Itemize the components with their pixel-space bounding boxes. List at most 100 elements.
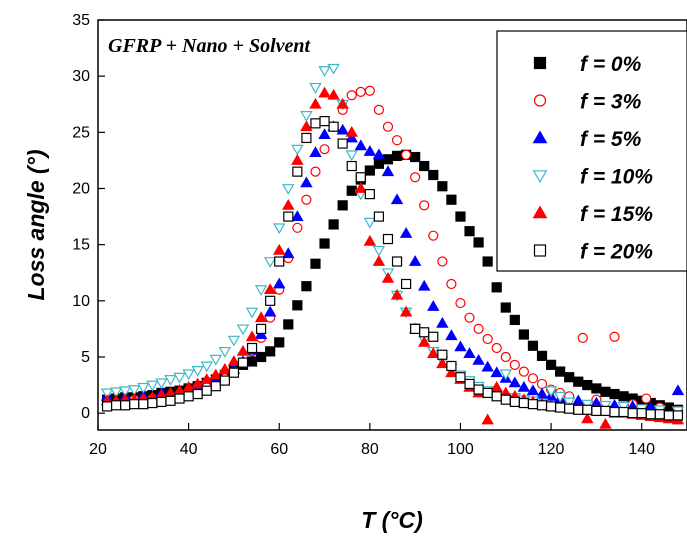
data-point: [218, 362, 232, 374]
data-point: [482, 256, 493, 267]
data-point: [536, 378, 548, 390]
data-point: [418, 279, 431, 291]
data-point: [273, 223, 286, 235]
data-point: [292, 222, 303, 233]
data-point: [309, 146, 322, 157]
y-tick-label: 10: [72, 293, 90, 310]
data-point: [354, 139, 367, 151]
data-point: [147, 397, 158, 409]
data-point: [518, 366, 529, 377]
legend-label: f = 15%: [580, 203, 653, 226]
data-point: [419, 327, 430, 338]
data-point: [663, 410, 674, 421]
data-point: [581, 412, 594, 424]
data-point: [464, 226, 475, 237]
data-point: [174, 393, 185, 404]
data-point: [372, 148, 386, 160]
y-tick-label: 5: [81, 349, 90, 366]
data-point: [165, 395, 176, 406]
data-point: [491, 282, 502, 293]
data-point: [654, 409, 665, 420]
data-point: [436, 316, 449, 328]
data-point: [481, 413, 494, 425]
data-point: [553, 391, 567, 403]
data-point: [399, 305, 413, 317]
data-point: [301, 281, 312, 292]
data-point: [263, 283, 277, 295]
y-tick-label: 20: [72, 180, 90, 197]
data-point: [391, 135, 403, 146]
data-point: [491, 391, 502, 402]
data-point: [600, 386, 611, 397]
data-point: [390, 193, 404, 205]
data-point: [591, 405, 602, 417]
data-point: [263, 257, 277, 268]
plot-frame: [97, 19, 687, 431]
data-point: [382, 121, 394, 132]
data-point: [671, 384, 685, 396]
data-point: [455, 297, 466, 309]
data-point: [609, 388, 620, 400]
data-point: [446, 194, 457, 205]
data-point: [491, 342, 502, 354]
data-point: [310, 166, 321, 177]
data-point: [292, 300, 303, 311]
data-point: [273, 243, 286, 255]
data-point: [555, 366, 566, 377]
data-point: [582, 379, 593, 391]
data-point: [337, 200, 348, 211]
data-point: [291, 210, 304, 222]
chart-annotation: GFRP + Nano + Solvent: [108, 35, 312, 57]
data-point: [372, 245, 386, 257]
data-point: [545, 359, 557, 370]
data-point: [536, 350, 548, 361]
data-point: [182, 369, 195, 381]
data-point: [319, 115, 330, 127]
data-point: [245, 307, 259, 319]
data-point: [517, 380, 531, 392]
data-point: [573, 404, 584, 415]
data-point: [500, 302, 511, 313]
data-point: [373, 211, 385, 222]
data-point: [345, 131, 358, 143]
data-point: [436, 357, 449, 369]
data-point: [473, 384, 484, 395]
x-tick-label: 120: [538, 441, 565, 458]
data-point: [210, 381, 221, 392]
data-point: [445, 366, 458, 378]
data-point: [609, 406, 620, 418]
data-point: [219, 375, 230, 386]
data-point: [482, 333, 493, 345]
data-point: [382, 233, 394, 245]
data-point: [111, 400, 122, 411]
legend-marker: [533, 244, 547, 257]
data-point: [437, 349, 448, 360]
data-point: [527, 340, 539, 351]
data-point: [300, 120, 313, 132]
y-tick-label: 15: [72, 237, 90, 254]
data-point: [336, 97, 349, 109]
data-point: [265, 295, 276, 306]
y-tick-label: 30: [72, 68, 90, 85]
data-point: [400, 149, 412, 160]
data-point: [446, 360, 457, 372]
y-tick-label: 25: [72, 124, 90, 141]
data-point: [282, 198, 295, 210]
data-point: [509, 396, 520, 408]
legend-marker: [532, 170, 548, 184]
data-point: [273, 277, 286, 289]
data-point: [428, 230, 439, 241]
data-point: [265, 346, 276, 357]
data-point: [427, 300, 440, 311]
data-point: [390, 288, 404, 300]
data-point: [301, 132, 312, 144]
data-point: [146, 380, 159, 392]
data-point: [282, 184, 295, 195]
data-point: [310, 118, 321, 129]
data-point: [408, 255, 422, 266]
data-point: [418, 336, 431, 347]
data-point: [509, 359, 520, 370]
data-point: [490, 366, 503, 378]
data-point: [427, 347, 440, 359]
legend-box: [496, 30, 687, 272]
